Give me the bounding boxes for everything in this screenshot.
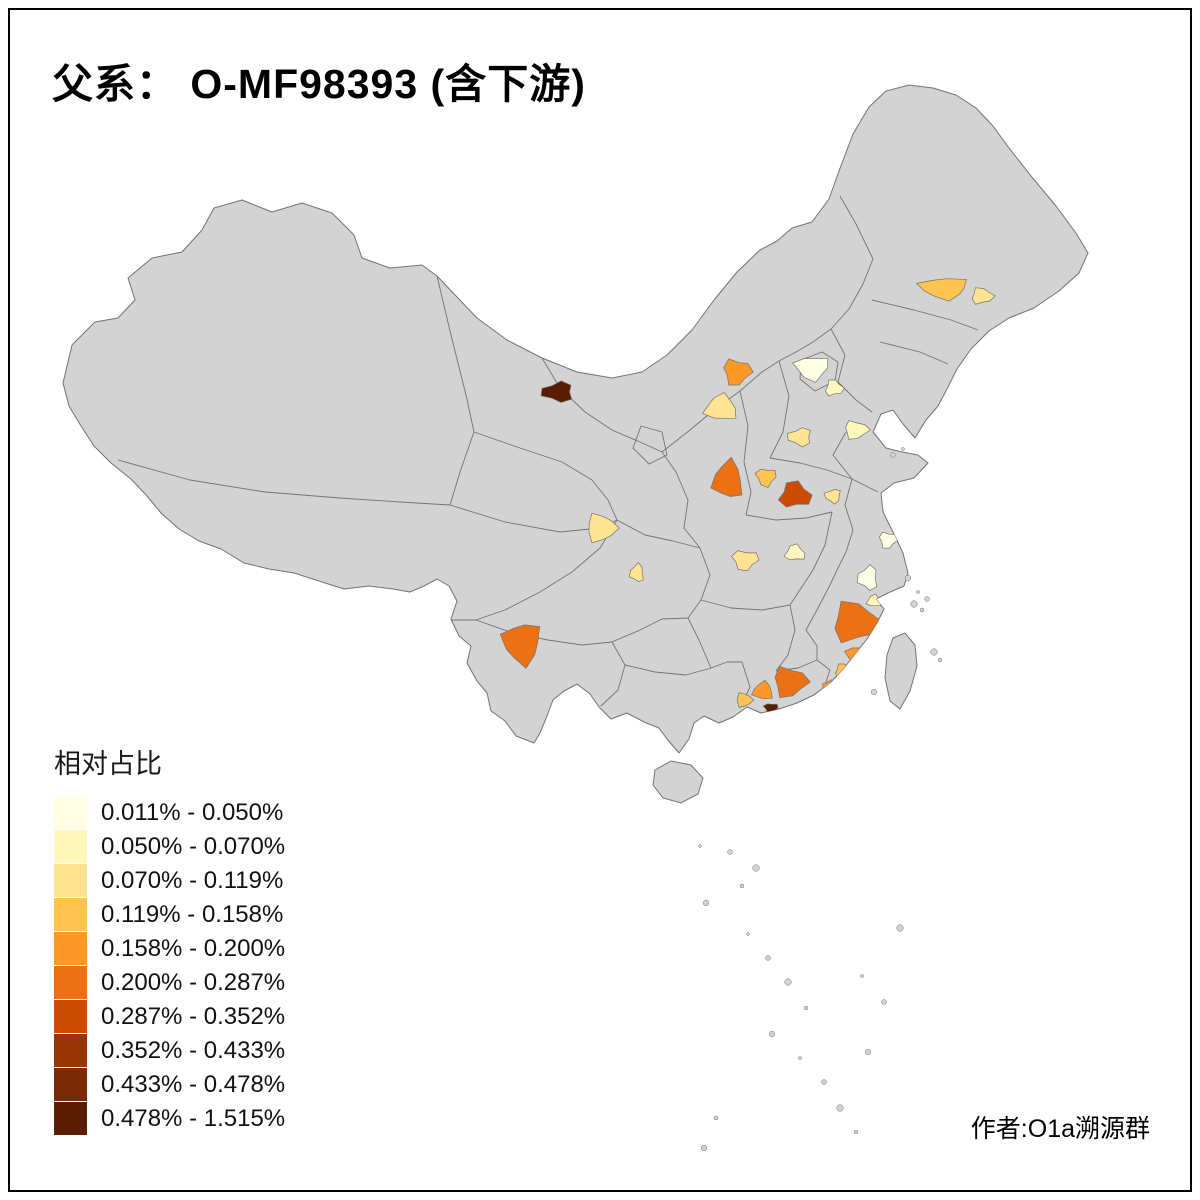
island-dot bbox=[881, 999, 887, 1005]
map-title: 父系： O-MF98393 (含下游) bbox=[52, 61, 586, 107]
island-dot bbox=[746, 932, 750, 936]
island-dot bbox=[896, 924, 904, 932]
legend-row: 0.011% - 0.050% bbox=[54, 796, 285, 829]
map-region bbox=[786, 427, 811, 448]
island-dot bbox=[836, 1104, 844, 1112]
map-region bbox=[865, 593, 881, 607]
china-mainland bbox=[62, 84, 1089, 754]
legend-swatch bbox=[54, 830, 87, 863]
map-region bbox=[754, 468, 777, 488]
map-region bbox=[856, 564, 878, 591]
map-region bbox=[702, 392, 737, 419]
map-region bbox=[878, 531, 899, 549]
island-dot bbox=[937, 657, 943, 663]
legend-label: 0.287% - 0.352% bbox=[101, 1002, 286, 1030]
map-region bbox=[588, 512, 620, 544]
island-dot bbox=[803, 1005, 809, 1011]
island-dot bbox=[853, 1129, 859, 1135]
sea-islands bbox=[698, 447, 943, 1152]
legend-label: 0.119% - 0.158% bbox=[101, 900, 284, 928]
legend-swatch bbox=[54, 932, 87, 965]
legend-swatch bbox=[54, 1000, 87, 1033]
map-region bbox=[915, 278, 967, 302]
island-dot bbox=[904, 574, 912, 582]
legend-swatch bbox=[54, 796, 87, 829]
island-dot bbox=[798, 1056, 802, 1060]
legend-label: 0.011% - 0.050% bbox=[101, 798, 284, 826]
legend-row: 0.352% - 0.433% bbox=[54, 1034, 285, 1067]
map-region bbox=[697, 730, 725, 753]
island-dot bbox=[784, 978, 792, 986]
legend-label: 0.050% - 0.070% bbox=[101, 832, 286, 860]
map-region bbox=[774, 665, 811, 698]
legend-swatch bbox=[54, 1034, 87, 1067]
legend-label: 0.158% - 0.200% bbox=[101, 934, 286, 962]
legend-row: 0.200% - 0.287% bbox=[54, 966, 285, 999]
legend-row: 0.119% - 0.158% bbox=[54, 898, 285, 931]
map-region bbox=[628, 561, 644, 582]
map-region bbox=[792, 358, 829, 383]
author-credit: 作者:O1a溯源群 bbox=[970, 1115, 1150, 1143]
map-region bbox=[499, 624, 541, 669]
island-dot bbox=[890, 452, 896, 458]
map-region bbox=[834, 663, 853, 679]
island-dot bbox=[910, 600, 918, 608]
map-region bbox=[971, 287, 996, 305]
legend-label: 0.200% - 0.287% bbox=[101, 968, 286, 996]
map-region bbox=[824, 379, 845, 397]
legend-swatch bbox=[54, 1068, 87, 1101]
legend-label: 0.433% - 0.478% bbox=[101, 1070, 286, 1098]
island-dot bbox=[924, 596, 930, 602]
map-region bbox=[783, 543, 806, 561]
province-borders bbox=[117, 195, 979, 707]
legend-row: 0.478% - 1.515% bbox=[54, 1102, 285, 1135]
map-region bbox=[540, 380, 573, 403]
island-dot bbox=[752, 864, 760, 872]
legend-row: 0.433% - 0.478% bbox=[54, 1068, 285, 1101]
island-dot bbox=[901, 447, 905, 451]
map-region bbox=[723, 358, 754, 386]
map-region bbox=[823, 489, 841, 505]
island-dot bbox=[919, 607, 925, 613]
island-dot bbox=[739, 883, 745, 889]
legend-row: 0.070% - 0.119% bbox=[54, 864, 285, 897]
island-dot bbox=[860, 974, 864, 978]
legend: 相对占比 0.011% - 0.050% 0.050% - 0.070% 0.0… bbox=[54, 742, 285, 1136]
island-dot bbox=[765, 955, 771, 961]
island-dot bbox=[698, 844, 702, 848]
hainan-island bbox=[652, 760, 704, 804]
island-dot bbox=[864, 1048, 872, 1056]
taiwan-island bbox=[884, 632, 918, 710]
legend-label: 0.070% - 0.119% bbox=[101, 866, 284, 894]
map-region bbox=[710, 456, 743, 497]
island-dot bbox=[768, 1030, 776, 1038]
map-region bbox=[777, 480, 813, 508]
legend-label: 0.352% - 0.433% bbox=[101, 1036, 286, 1064]
map-region bbox=[731, 550, 760, 572]
legend-swatch bbox=[54, 864, 87, 897]
legend-swatch bbox=[54, 898, 87, 931]
legend-label: 0.478% - 1.515% bbox=[101, 1104, 286, 1132]
map-region bbox=[751, 679, 773, 700]
island-dot bbox=[700, 1144, 708, 1152]
map-region bbox=[773, 709, 781, 717]
island-dot bbox=[821, 1079, 827, 1085]
legend-row: 0.050% - 0.070% bbox=[54, 830, 285, 863]
island-dot bbox=[702, 899, 710, 907]
legend-row: 0.158% - 0.200% bbox=[54, 932, 285, 965]
legend-row: 0.287% - 0.352% bbox=[54, 1000, 285, 1033]
island-dot bbox=[713, 1115, 719, 1121]
legend-swatch bbox=[54, 1102, 87, 1135]
legend-title: 相对占比 bbox=[54, 749, 162, 779]
island-dot bbox=[727, 849, 733, 855]
legend-swatch bbox=[54, 966, 87, 999]
map-region bbox=[845, 420, 872, 440]
island-dot bbox=[870, 688, 878, 696]
map-region bbox=[737, 692, 755, 708]
island-dot bbox=[916, 590, 920, 594]
island-dot bbox=[930, 648, 938, 656]
map-region bbox=[834, 600, 884, 644]
